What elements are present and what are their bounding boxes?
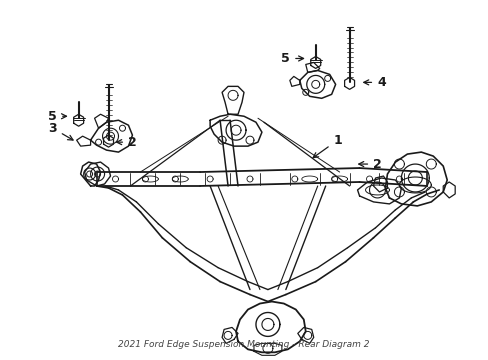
Text: 2: 2 [117,136,137,149]
Text: 2: 2 [358,158,381,171]
Text: 4: 4 [363,76,385,89]
Text: 1: 1 [312,134,341,158]
Text: 2021 Ford Edge Suspension Mounting - Rear Diagram 2: 2021 Ford Edge Suspension Mounting - Rea… [118,340,369,349]
Text: 5: 5 [48,110,66,123]
Text: 5: 5 [281,52,303,65]
Text: 3: 3 [48,122,73,140]
